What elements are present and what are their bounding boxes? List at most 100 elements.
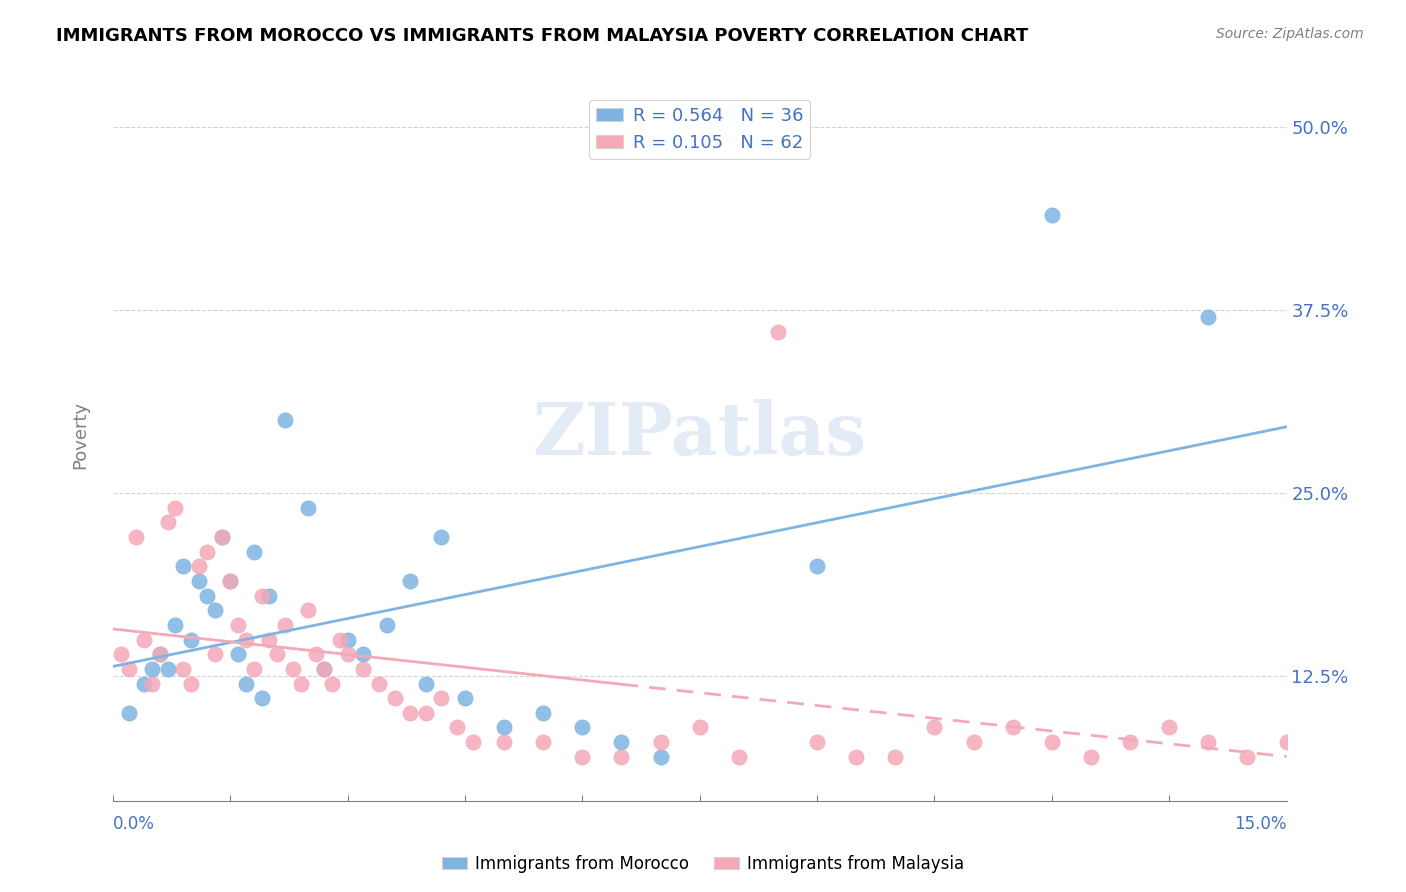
Point (1393, 721, 1406, 735)
Point (336, 632, 359, 647)
Point (430, 691, 453, 706)
Point (1001, 721, 1024, 735)
Point (962, 735, 984, 749)
Point (235, 676, 257, 690)
Point (329, 632, 352, 647)
Point (1197, 735, 1219, 749)
Point (149, 647, 172, 661)
Point (610, 749, 633, 764)
Point (650, 749, 672, 764)
Point (461, 735, 484, 749)
Point (195, 545, 218, 559)
Point (172, 559, 194, 574)
Point (250, 691, 273, 706)
Point (156, 662, 179, 676)
Point (336, 647, 359, 661)
Point (281, 662, 304, 676)
Point (259, 589, 281, 603)
Point (226, 618, 249, 632)
Point (117, 662, 139, 676)
Text: Source: ZipAtlas.com: Source: ZipAtlas.com (1216, 27, 1364, 41)
Point (571, 721, 593, 735)
Point (242, 662, 264, 676)
Point (610, 735, 633, 749)
Point (141, 662, 163, 676)
Point (454, 691, 477, 706)
Point (204, 603, 226, 617)
Point (180, 632, 202, 647)
Point (297, 500, 319, 515)
Point (195, 589, 218, 603)
Point (352, 662, 374, 676)
Point (352, 647, 374, 661)
Point (494, 721, 516, 735)
Point (806, 559, 828, 574)
Text: ZIPatlas: ZIPatlas (533, 399, 866, 470)
Point (274, 413, 297, 427)
Point (259, 632, 281, 647)
Point (1159, 721, 1181, 735)
Point (1040, 208, 1063, 222)
Point (399, 706, 422, 720)
Point (290, 676, 312, 690)
Point (219, 574, 242, 588)
Point (384, 691, 406, 706)
Point (134, 632, 156, 647)
Point (149, 647, 172, 661)
Point (1315, 721, 1337, 735)
Point (1119, 735, 1142, 749)
Text: 0.0%: 0.0% (112, 815, 155, 833)
Point (415, 676, 437, 690)
Point (766, 325, 789, 339)
Point (165, 500, 187, 515)
Point (430, 530, 453, 544)
Point (297, 603, 319, 617)
Point (1236, 749, 1258, 764)
Point (117, 706, 139, 720)
Point (235, 632, 257, 647)
Point (689, 721, 711, 735)
Point (415, 706, 437, 720)
Point (806, 735, 828, 749)
Point (204, 647, 226, 661)
Point (446, 721, 468, 735)
Point (531, 735, 554, 749)
Point (305, 647, 328, 661)
Point (845, 749, 868, 764)
Point (321, 676, 343, 690)
Text: 15.0%: 15.0% (1234, 815, 1286, 833)
Point (650, 735, 672, 749)
Point (211, 530, 233, 544)
Point (1040, 735, 1063, 749)
Point (250, 589, 273, 603)
Point (187, 559, 209, 574)
Point (110, 647, 132, 661)
Point (727, 749, 749, 764)
Point (375, 618, 398, 632)
Point (125, 530, 148, 544)
Point (211, 530, 233, 544)
Point (884, 749, 907, 764)
Point (531, 706, 554, 720)
Point (1080, 749, 1102, 764)
Point (180, 676, 202, 690)
Point (134, 676, 156, 690)
Point (266, 647, 288, 661)
Point (226, 647, 249, 661)
Point (165, 618, 187, 632)
Point (141, 676, 163, 690)
Point (1275, 735, 1298, 749)
Point (219, 574, 242, 588)
Point (494, 735, 516, 749)
Legend: R = 0.564   N = 36, R = 0.105   N = 62: R = 0.564 N = 36, R = 0.105 N = 62 (589, 100, 810, 159)
Point (274, 618, 297, 632)
Point (571, 749, 593, 764)
Point (242, 545, 264, 559)
Point (314, 662, 336, 676)
Point (399, 574, 422, 588)
Point (314, 662, 336, 676)
Point (156, 516, 179, 530)
Text: IMMIGRANTS FROM MOROCCO VS IMMIGRANTS FROM MALAYSIA POVERTY CORRELATION CHART: IMMIGRANTS FROM MOROCCO VS IMMIGRANTS FR… (56, 27, 1029, 45)
Point (172, 662, 194, 676)
Point (187, 574, 209, 588)
